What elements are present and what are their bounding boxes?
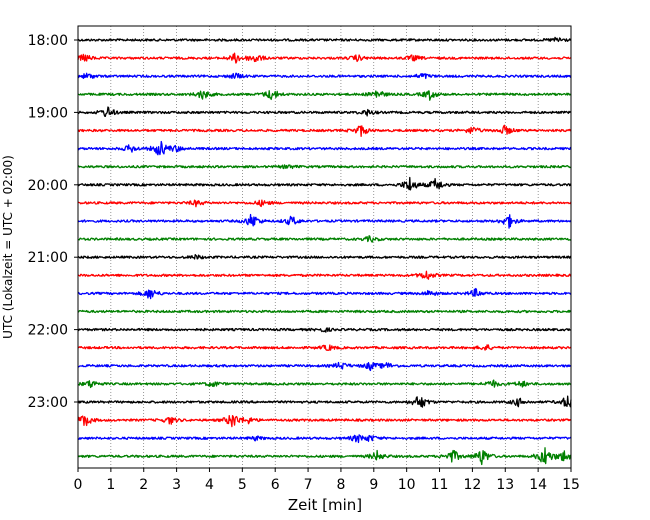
x-tick-label: 14: [529, 477, 547, 493]
trace-2130: [77, 287, 572, 300]
trace-2145: [77, 309, 572, 314]
trace-2230: [77, 361, 572, 372]
x-tick-label: 5: [238, 477, 247, 493]
x-axis-label: Zeit [min]: [288, 496, 362, 514]
x-tick-label: 12: [463, 477, 481, 493]
trace-2030: [77, 213, 572, 229]
trace-2045: [77, 235, 572, 243]
x-tick-label: 8: [336, 477, 345, 493]
trace-1945: [77, 164, 572, 170]
trace-1800: [77, 36, 572, 43]
y-axis-label: UTC (Lokalzeit = UTC + 02:00): [1, 155, 15, 339]
x-tick-label: 13: [496, 477, 514, 493]
x-tick-label: 6: [271, 477, 280, 493]
trace-1915: [77, 124, 572, 137]
y-tick-label: 18:00: [28, 33, 68, 49]
x-tick-label: 11: [431, 477, 449, 493]
trace-2100: [77, 254, 572, 260]
y-tick-label: 22:00: [28, 323, 68, 339]
trace-2000: [77, 176, 572, 191]
x-tick-label: 15: [562, 477, 580, 493]
trace-2315: [77, 414, 572, 428]
trace-2015: [77, 199, 572, 208]
trace-2300: [77, 395, 572, 408]
trace-2245: [77, 379, 572, 389]
x-tick-label: 10: [398, 477, 416, 493]
trace-1930: [77, 140, 572, 156]
trace-1815: [77, 52, 572, 64]
y-tick-label: 23:00: [28, 395, 68, 411]
y-tick-label: 19:00: [28, 105, 68, 121]
x-tick-label: 3: [172, 477, 181, 493]
x-tick-label: 0: [74, 477, 83, 493]
x-tick-label: 9: [369, 477, 378, 493]
x-tick-label: 4: [205, 477, 214, 493]
trace-1900: [77, 106, 572, 117]
trace-2115: [77, 270, 572, 280]
plot-frame: [77, 25, 572, 469]
trace-2200: [77, 327, 572, 333]
trace-2345: [77, 447, 572, 466]
x-tick-label: 2: [139, 477, 148, 493]
trace-1830: [77, 72, 572, 80]
y-tick-label: 21:00: [28, 250, 68, 266]
x-tick-label: 1: [106, 477, 115, 493]
y-axis-ticks: 18:00 19:00 20:00 21:00 22:00 23:00: [28, 33, 78, 411]
x-axis-ticks: 0 1 2 3 4 5 6 7 8 9 10 11 12 13 14 15: [74, 468, 580, 493]
trace-2215: [77, 344, 572, 352]
y-tick-label: 20:00: [28, 178, 68, 194]
trace-2330: [77, 434, 572, 444]
traces: [77, 36, 572, 466]
trace-1845: [77, 90, 572, 101]
x-tick-label: 7: [304, 477, 313, 493]
